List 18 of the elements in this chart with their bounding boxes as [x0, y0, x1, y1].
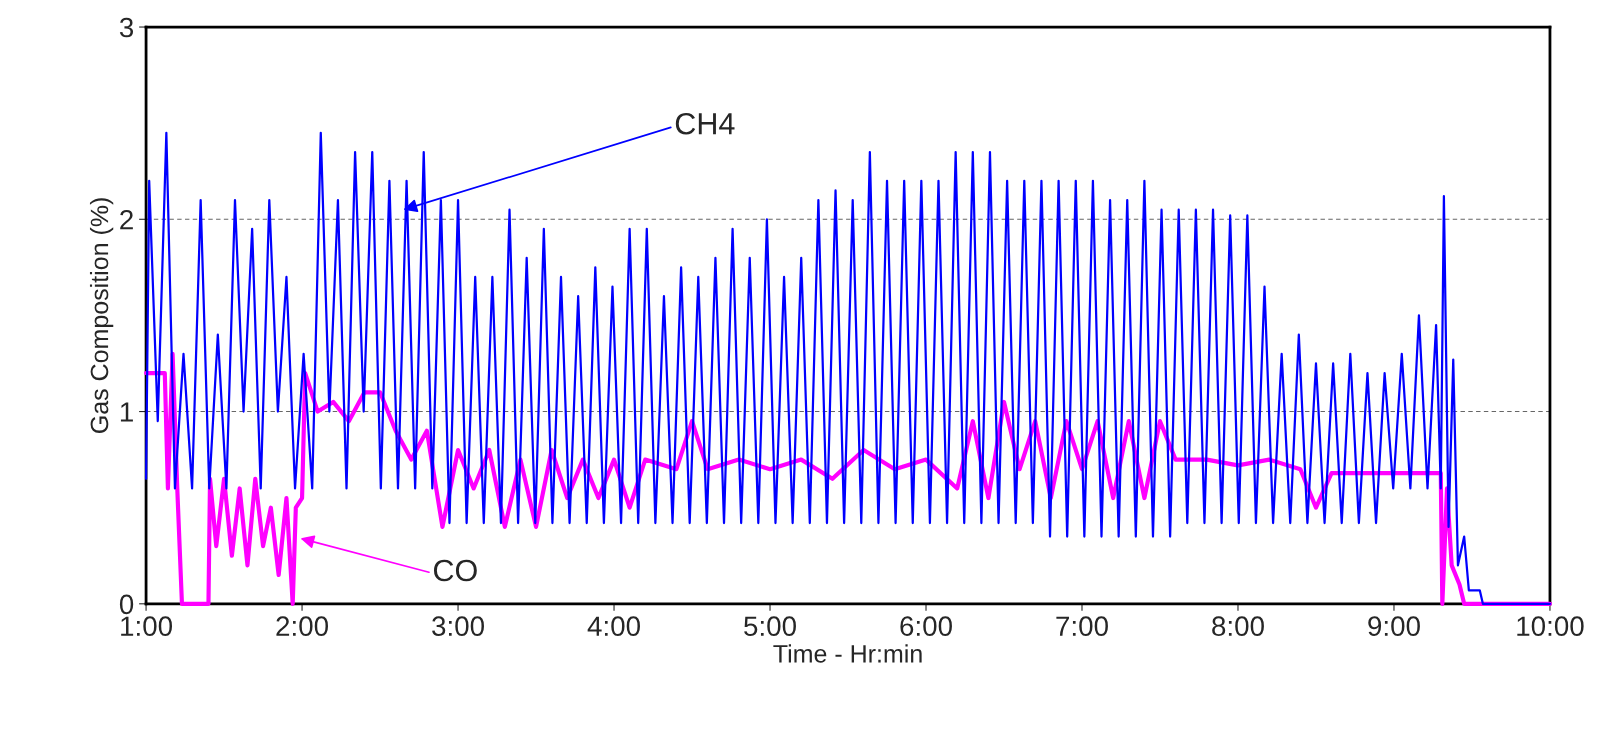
annotation: CH4	[675, 112, 735, 135]
annotation: CO	[433, 559, 477, 582]
x-tick-label: 6:00	[900, 616, 952, 637]
y-tick-label: 0	[119, 594, 134, 615]
x-tick-label: 9:00	[1368, 616, 1420, 637]
x-axis-title: Time - Hr:min	[773, 644, 922, 663]
x-tick-label: 2:00	[276, 616, 329, 637]
x-tick-label: 10:00	[1517, 616, 1584, 637]
x-tick-label: 4:00	[587, 616, 640, 637]
y-tick-label: 2	[120, 209, 133, 230]
x-tick-label: 1:00	[121, 616, 173, 637]
x-tick-label: 7:00	[1056, 616, 1108, 637]
y-tick-label: 3	[119, 17, 134, 38]
y-tick-label: 1	[120, 402, 133, 422]
x-tick-label: 3:00	[432, 616, 484, 637]
x-tick-label: 8:00	[1212, 616, 1264, 637]
y-axis-title: Gas Composition (%)	[89, 198, 114, 433]
x-tick-label: 5:00	[744, 616, 796, 637]
